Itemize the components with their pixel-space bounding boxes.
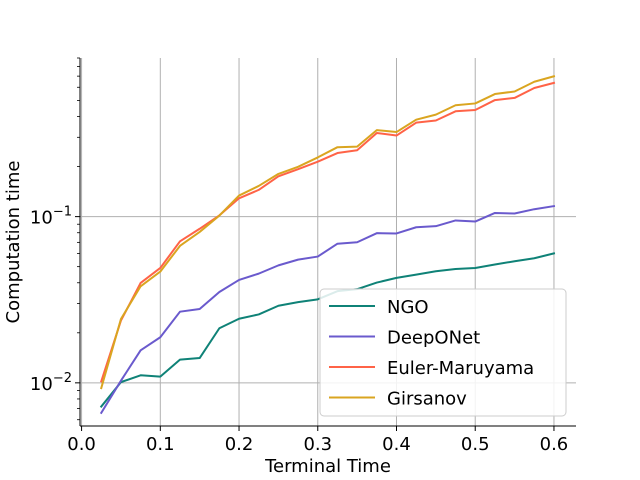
series-line-deeponet <box>99 204 556 415</box>
legend-box <box>319 288 567 417</box>
legend-label-deeponet: DeepONet <box>387 328 480 349</box>
x-tick-label: 0.4 <box>382 434 411 455</box>
x-tick-label: 0.2 <box>225 434 254 455</box>
y-tick-label: 10−2 <box>30 371 72 395</box>
y-tick-label: 10−1 <box>30 205 72 229</box>
legend: NGO DeepONet Euler-Maruyama Girsanov <box>319 288 567 417</box>
grid <box>80 58 576 426</box>
x-tick-label: 0.0 <box>67 434 96 455</box>
legend-label-euler-maruyama: Euler-Maruyama <box>387 358 534 379</box>
series-line-euler-maruyama <box>100 81 556 383</box>
x-tick-label: 0.6 <box>540 434 569 455</box>
x-axis-title: Terminal Time <box>264 456 391 477</box>
legend-label-girsanov: Girsanov <box>387 389 467 410</box>
series-line-girsanov <box>100 75 556 390</box>
x-tick-label: 0.1 <box>146 434 175 455</box>
series-lines <box>99 75 556 415</box>
x-tick-label: 0.3 <box>303 434 332 455</box>
x-tick-label: 0.5 <box>461 434 490 455</box>
ticks: 0.0 0.1 0.2 0.3 0.4 0.5 0.6 10−2 10−1 <box>30 57 569 455</box>
y-axis-title: Computation time <box>3 161 24 324</box>
legend-label-ngo: NGO <box>387 297 429 318</box>
